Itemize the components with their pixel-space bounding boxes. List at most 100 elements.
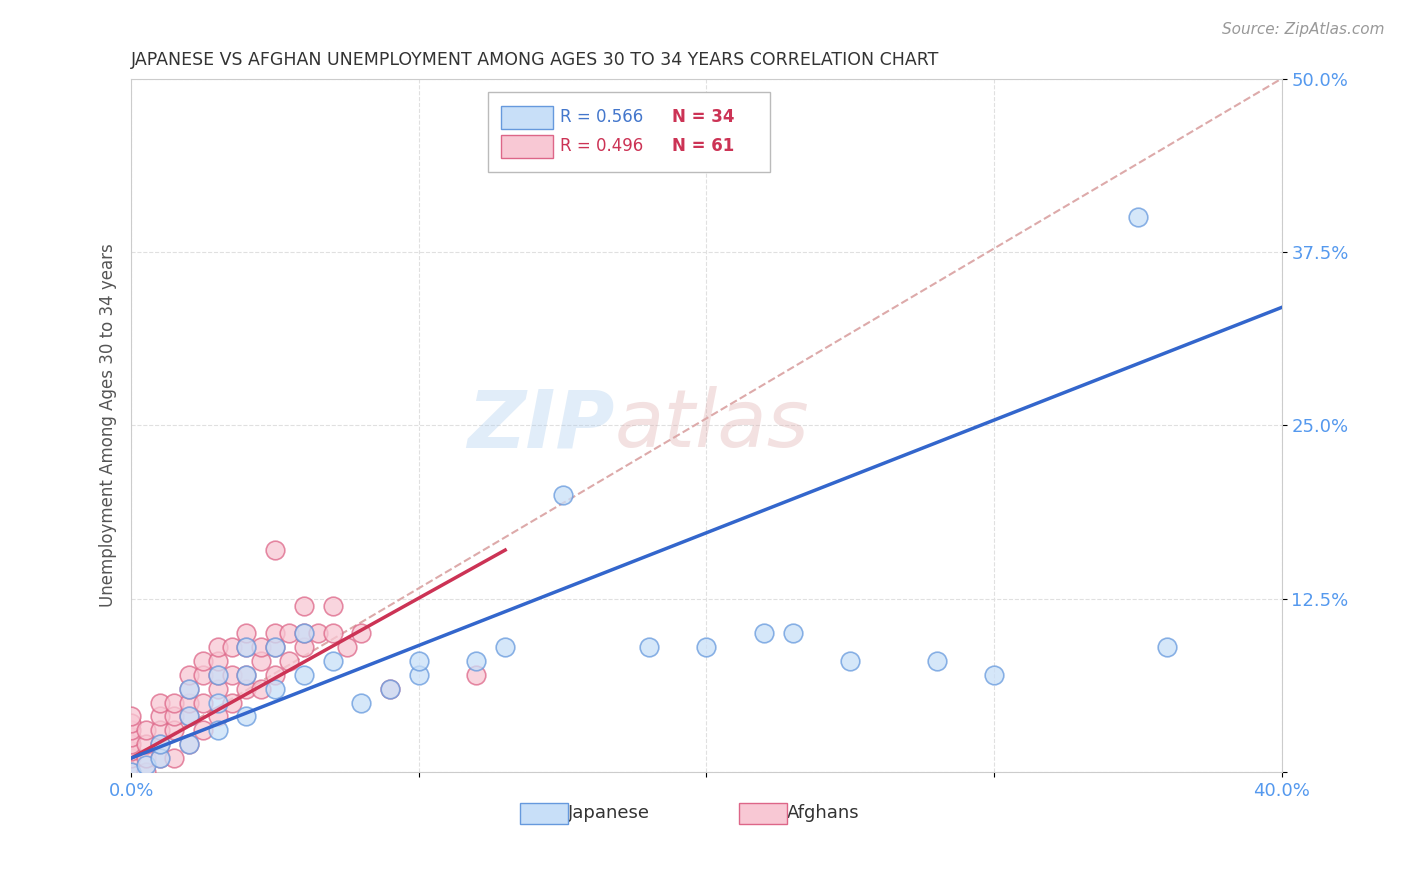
Point — [983, 668, 1005, 682]
Point — [249, 681, 271, 696]
Point — [322, 626, 344, 640]
Text: R = 0.496: R = 0.496 — [561, 136, 644, 155]
Point — [292, 626, 315, 640]
Point — [221, 668, 243, 682]
Point — [378, 681, 401, 696]
Point — [120, 723, 142, 738]
Point — [264, 543, 287, 558]
Point — [494, 640, 516, 655]
Y-axis label: Unemployment Among Ages 30 to 34 years: Unemployment Among Ages 30 to 34 years — [100, 244, 117, 607]
FancyBboxPatch shape — [738, 803, 787, 824]
Point — [1126, 211, 1149, 225]
Point — [149, 737, 172, 751]
Point — [350, 696, 373, 710]
Point — [177, 681, 200, 696]
Point — [235, 640, 257, 655]
Point — [191, 654, 214, 668]
Text: Source: ZipAtlas.com: Source: ZipAtlas.com — [1222, 22, 1385, 37]
Point — [221, 696, 243, 710]
Point — [278, 654, 301, 668]
Point — [292, 599, 315, 613]
Point — [191, 668, 214, 682]
Point — [177, 696, 200, 710]
Point — [235, 626, 257, 640]
Point — [292, 668, 315, 682]
Point — [249, 654, 271, 668]
Point — [120, 764, 142, 779]
Point — [264, 668, 287, 682]
Point — [695, 640, 717, 655]
Point — [120, 716, 142, 731]
Text: Afghans: Afghans — [787, 804, 859, 822]
Text: atlas: atlas — [614, 386, 810, 464]
Point — [163, 723, 186, 738]
Point — [120, 764, 142, 779]
Point — [177, 668, 200, 682]
Point — [163, 696, 186, 710]
Point — [207, 709, 229, 723]
Point — [336, 640, 359, 655]
Point — [191, 696, 214, 710]
Text: Japanese: Japanese — [568, 804, 651, 822]
Point — [120, 744, 142, 758]
Point — [221, 640, 243, 655]
Point — [782, 626, 804, 640]
Point — [465, 668, 488, 682]
Point — [120, 751, 142, 765]
Text: N = 61: N = 61 — [672, 136, 734, 155]
Point — [839, 654, 862, 668]
FancyBboxPatch shape — [501, 135, 554, 158]
Point — [207, 696, 229, 710]
Text: R = 0.566: R = 0.566 — [561, 108, 644, 126]
FancyBboxPatch shape — [501, 105, 554, 129]
Point — [149, 723, 172, 738]
Point — [292, 640, 315, 655]
Point — [207, 723, 229, 738]
Point — [235, 668, 257, 682]
Point — [207, 668, 229, 682]
Point — [638, 640, 661, 655]
Point — [135, 764, 157, 779]
Point — [1156, 640, 1178, 655]
Point — [278, 626, 301, 640]
Point — [120, 731, 142, 745]
Point — [207, 668, 229, 682]
Point — [149, 751, 172, 765]
Point — [752, 626, 775, 640]
Text: ZIP: ZIP — [467, 386, 614, 464]
Point — [207, 681, 229, 696]
Point — [925, 654, 948, 668]
FancyBboxPatch shape — [488, 93, 769, 172]
Point — [135, 723, 157, 738]
Point — [177, 737, 200, 751]
Point — [135, 751, 157, 765]
Point — [249, 640, 271, 655]
Point — [292, 626, 315, 640]
Point — [307, 626, 329, 640]
Point — [149, 709, 172, 723]
Point — [264, 640, 287, 655]
Point — [207, 654, 229, 668]
Point — [149, 751, 172, 765]
Point — [551, 487, 574, 501]
Point — [191, 723, 214, 738]
Text: N = 34: N = 34 — [672, 108, 734, 126]
Point — [408, 668, 430, 682]
FancyBboxPatch shape — [520, 803, 568, 824]
Point — [177, 681, 200, 696]
Point — [264, 681, 287, 696]
Point — [322, 654, 344, 668]
Point — [408, 654, 430, 668]
Point — [149, 737, 172, 751]
Point — [120, 737, 142, 751]
Point — [235, 668, 257, 682]
Point — [135, 737, 157, 751]
Point — [322, 599, 344, 613]
Point — [177, 737, 200, 751]
Point — [235, 681, 257, 696]
Point — [264, 626, 287, 640]
Text: JAPANESE VS AFGHAN UNEMPLOYMENT AMONG AGES 30 TO 34 YEARS CORRELATION CHART: JAPANESE VS AFGHAN UNEMPLOYMENT AMONG AG… — [131, 51, 939, 69]
Point — [163, 709, 186, 723]
Point — [207, 640, 229, 655]
Point — [120, 709, 142, 723]
